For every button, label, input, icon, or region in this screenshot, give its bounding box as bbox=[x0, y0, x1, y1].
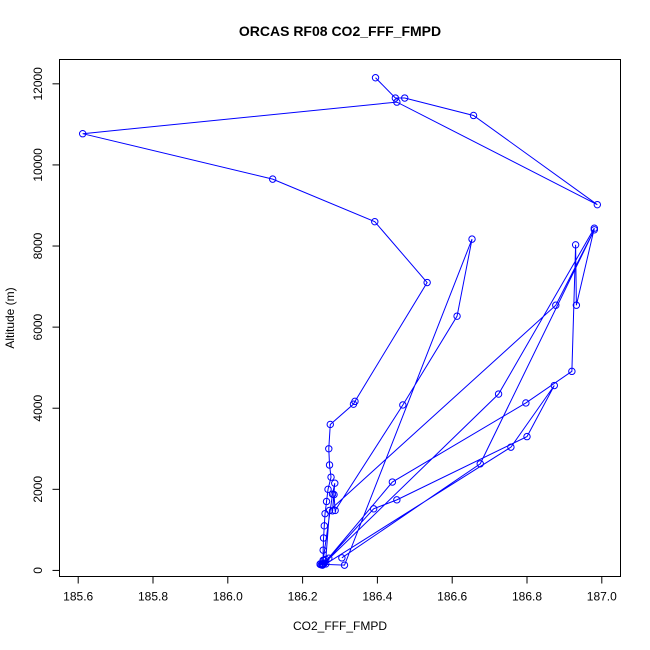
data-point bbox=[423, 278, 431, 287]
x-tick-label: 186.6 bbox=[437, 590, 467, 604]
data-point bbox=[371, 74, 380, 82]
plot-frame bbox=[59, 59, 621, 577]
data-point bbox=[325, 445, 333, 453]
data-point bbox=[391, 94, 400, 102]
series-line bbox=[82, 77, 598, 567]
data-point bbox=[318, 561, 327, 569]
chart-title: ORCAS RF08 CO2_FFF_FMPD bbox=[239, 23, 441, 39]
y-tick-label: 10000 bbox=[31, 148, 45, 182]
data-point bbox=[322, 497, 331, 506]
x-tick-label: 186.2 bbox=[288, 590, 318, 604]
y-tick-label: 4000 bbox=[31, 395, 45, 422]
data-point bbox=[331, 479, 339, 487]
x-axis-label: CO2_FFF_FMPD bbox=[293, 619, 387, 633]
data-point bbox=[322, 560, 330, 568]
data-point bbox=[349, 400, 358, 408]
data-point bbox=[325, 461, 334, 469]
data-point bbox=[320, 559, 328, 567]
data-point bbox=[319, 534, 328, 542]
data-point bbox=[550, 381, 559, 390]
x-tick-label: 185.6 bbox=[63, 590, 93, 604]
y-axis: 0 2000 4000 6000 8000 10000 12000 bbox=[31, 67, 60, 574]
data-point bbox=[322, 555, 330, 564]
y-axis-label: Altitude (m) bbox=[3, 287, 17, 348]
data-point bbox=[590, 226, 599, 234]
data-point bbox=[494, 390, 503, 398]
data-point bbox=[522, 399, 530, 407]
data-point bbox=[328, 507, 337, 515]
data-point bbox=[572, 301, 581, 309]
y-tick-label: 8000 bbox=[31, 232, 45, 259]
data-point bbox=[338, 554, 346, 562]
data-point bbox=[552, 301, 560, 309]
data-point bbox=[388, 478, 397, 486]
data-point bbox=[568, 367, 576, 376]
x-tick-label: 187.0 bbox=[587, 590, 617, 604]
y-tick-label: 6000 bbox=[31, 313, 45, 340]
data-point bbox=[476, 460, 484, 468]
data-point bbox=[319, 546, 327, 554]
y-tick-label: 12000 bbox=[31, 67, 45, 101]
x-tick-label: 186.4 bbox=[362, 590, 392, 604]
data-point bbox=[371, 217, 379, 226]
y-tick-label: 0 bbox=[31, 567, 45, 574]
data-point bbox=[571, 241, 580, 249]
data-series bbox=[78, 74, 602, 569]
data-point bbox=[469, 111, 478, 120]
data-point bbox=[330, 490, 338, 499]
data-point bbox=[78, 130, 87, 138]
data-point bbox=[324, 485, 332, 494]
x-axis: 185.6 185.8 186.0 186.2 186.4 186.6 186.8 187.0 bbox=[63, 576, 617, 604]
data-point bbox=[340, 561, 349, 569]
data-point bbox=[320, 556, 328, 564]
x-tick-label: 186.0 bbox=[213, 590, 243, 604]
data-point bbox=[268, 175, 277, 183]
data-point bbox=[401, 94, 409, 102]
data-point bbox=[326, 420, 334, 429]
data-point bbox=[468, 235, 476, 243]
data-point bbox=[593, 200, 602, 209]
data-point bbox=[331, 506, 339, 515]
data-point bbox=[453, 312, 461, 320]
data-point bbox=[320, 522, 328, 530]
data-point bbox=[393, 98, 401, 106]
data-point bbox=[325, 506, 334, 515]
data-point bbox=[393, 496, 401, 504]
data-point bbox=[327, 473, 335, 481]
x-tick-label: 185.8 bbox=[138, 590, 168, 604]
data-point bbox=[507, 443, 515, 451]
data-point bbox=[399, 401, 407, 409]
data-point bbox=[369, 505, 378, 513]
x-tick-label: 186.8 bbox=[512, 590, 542, 604]
data-point bbox=[523, 432, 531, 441]
y-tick-label: 2000 bbox=[31, 476, 45, 503]
